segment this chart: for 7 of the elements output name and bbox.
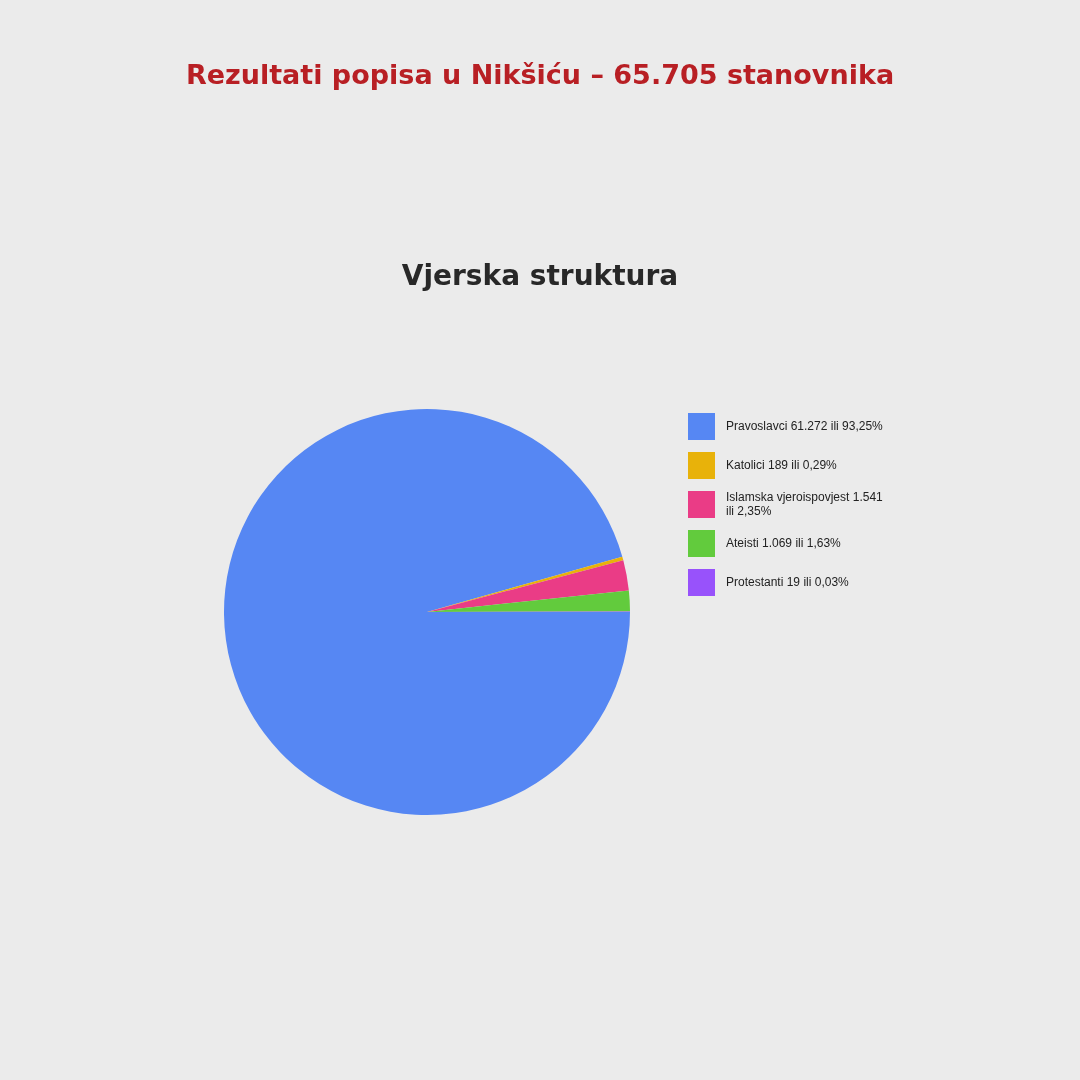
legend-label: Protestanti 19 ili 0,03% xyxy=(726,575,850,589)
legend-label: Ateisti 1.069 ili 1,63% xyxy=(726,536,842,550)
legend-label: Pravoslavci 61.272 ili 93,25% xyxy=(726,419,884,433)
chart-title: Rezultati popisa u Nikšiću – 65.705 stanovnika xyxy=(185,59,895,90)
chart-subtitle: Vjerska struktura xyxy=(401,258,679,292)
legend-label: Katolici 189 ili 0,29% xyxy=(726,458,838,472)
legend-label: Islamska vjeroispovjest 1.541 ili 2,35% xyxy=(726,490,884,518)
